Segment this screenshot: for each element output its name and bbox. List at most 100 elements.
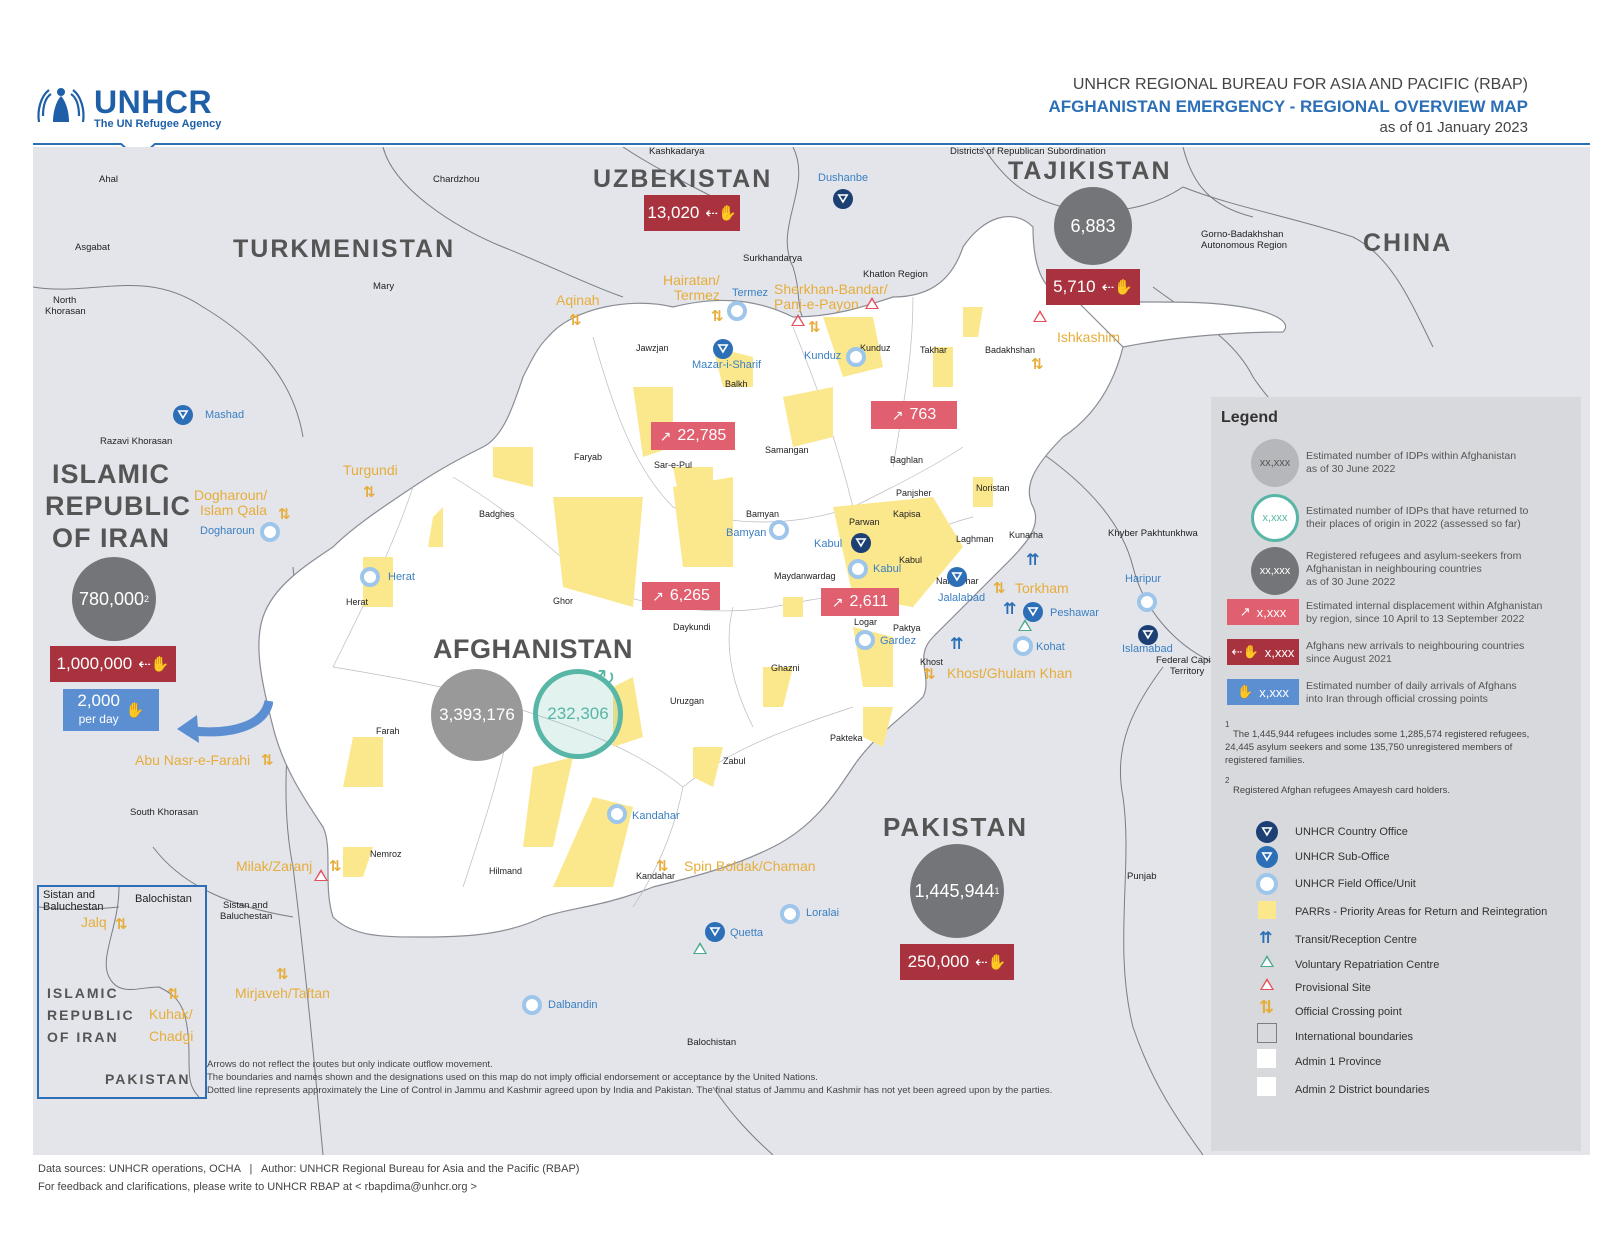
province-herat: Herat [346, 597, 369, 607]
transit-centre-icon[interactable]: ⇈ [1026, 552, 1040, 569]
office-label-kabul-fo: Kabul [873, 563, 902, 575]
crossing-point-icon[interactable]: ⇅ [569, 312, 582, 329]
legend-idps-sample: xx,xxx [1259, 457, 1291, 469]
legend-voluntary-text: Voluntary Repatriation Centre [1295, 959, 1440, 971]
office-label-loralai: Loralai [806, 907, 840, 919]
crossing-point-icon[interactable]: ⇅ [329, 858, 342, 875]
transit-centre-icon[interactable]: ⇈ [1003, 601, 1017, 618]
legend-returned-circle: x,xxx [1251, 494, 1299, 542]
province-kabul: Kabul [899, 555, 923, 565]
region-khyber: Khyber Pakhtunkhwa [1108, 528, 1198, 539]
legend-sub-office-icon: ⛛ [1256, 846, 1278, 868]
provisional-site-icon[interactable] [1033, 310, 1047, 322]
voluntary-repatriation-icon[interactable] [693, 942, 707, 954]
crossing-point-icon[interactable]: ⇅ [115, 916, 128, 933]
crossing-point-icon[interactable]: ⇅ [993, 580, 1006, 597]
legend-admin2-text: Admin 2 District boundaries [1295, 1084, 1430, 1096]
country-office-icon[interactable]: ⛛ [851, 533, 871, 553]
region-mary: Mary [373, 281, 395, 292]
provisional-site-icon[interactable] [865, 297, 879, 309]
region-surkhandarya: Surkhandarya [743, 253, 803, 264]
legend-field-office-icon [1256, 873, 1278, 895]
field-office-icon[interactable] [360, 567, 380, 587]
crossing-point-icon[interactable]: ⇅ [923, 666, 936, 683]
tajikistan-arrivals-badge: 5,710 ⇠✋ [1046, 269, 1140, 305]
map-note-3: Dotted line represents approximately the… [207, 1085, 1053, 1096]
crossing-label-dogharoun-1: Dogharoun/ [194, 487, 268, 503]
province-sarepul: Sar-e-Pul [654, 460, 693, 470]
legend-returned-text-1: Estimated number of IDPs that have retur… [1306, 505, 1529, 517]
country-office-icon[interactable]: ⛛ [833, 189, 853, 209]
logo-subtitle: The UN Refugee Agency [94, 118, 222, 130]
field-office-icon[interactable] [855, 630, 875, 650]
country-label-pakistan: PAKISTAN [883, 812, 1029, 842]
provisional-site-icon[interactable] [791, 314, 805, 326]
pakistan-refugees-footnote: 1 [994, 886, 1000, 896]
province-laghman: Laghman [956, 534, 994, 544]
inset-map[interactable]: Sistan and Baluchestan Balochistan Jalq … [37, 885, 207, 1099]
country-label-iran-3: OF IRAN [52, 523, 170, 553]
footer-sources: Data sources: UNHCR operations, OCHA | A… [38, 1163, 580, 1175]
field-office-icon[interactable] [848, 559, 868, 579]
crossing-point-icon[interactable]: ⇅ [656, 858, 669, 875]
country-office-icon[interactable]: ⛛ [1138, 625, 1158, 645]
field-office-icon[interactable] [1137, 592, 1157, 612]
legend-transit-text: Transit/Reception Centre [1295, 934, 1417, 946]
afghanistan-idps-value: 3,393,176 [439, 705, 515, 724]
crossing-point-icon[interactable]: ⇅ [363, 484, 376, 501]
transit-centre-icon[interactable]: ⇈ [950, 636, 964, 653]
crossing-label-ishkashim: Ishkashim [1057, 329, 1121, 345]
idp-north-value: 763 [909, 406, 937, 423]
country-label-afghanistan: AFGHANISTAN [433, 634, 633, 664]
field-office-icon[interactable] [260, 522, 280, 542]
crossing-point-icon[interactable]: ⇅ [808, 319, 821, 336]
legend-intl-swatch [1257, 1023, 1277, 1043]
legend-title: Legend [1221, 409, 1278, 426]
province-faryab: Faryab [574, 452, 603, 462]
iran-refugees-value: 780,000 [78, 588, 145, 609]
sub-office-icon[interactable]: ⛛ [1023, 602, 1043, 622]
field-office-icon[interactable] [727, 301, 747, 321]
crossing-point-icon[interactable]: ⇅ [1031, 356, 1044, 373]
crossing-point-icon[interactable]: ⇅ [276, 966, 289, 983]
region-asgabat: Asgabat [75, 242, 110, 253]
legend-sub-office-text: UNHCR Sub-Office [1295, 851, 1390, 863]
field-office-icon[interactable] [522, 995, 542, 1015]
region-gorno-1: Gorno-Badakhshan [1201, 229, 1284, 240]
crossing-point-icon[interactable]: ⇅ [278, 506, 291, 523]
crossing-point-icon[interactable]: ⇅ [261, 752, 274, 769]
province-hilmand: Hilmand [489, 866, 523, 876]
crossing-label-hairatan-1: Hairatan/ [663, 272, 720, 288]
region-ict-1: Federal Capital [1156, 655, 1221, 666]
provisional-site-icon[interactable] [314, 869, 328, 881]
legend-panel: Legend xx,xxx Estimated number of IDPs w… [1211, 397, 1581, 1151]
crossing-label-sherkhan-2: Panj-e-Payon [774, 296, 859, 312]
internal-displacement-icon: ↗ [1239, 604, 1251, 619]
field-office-icon[interactable] [846, 347, 866, 367]
sub-office-icon[interactable]: ⛛ [947, 567, 967, 587]
legend-displacement-text-2: by region, since 10 April to 13 Septembe… [1306, 613, 1525, 625]
country-label-turkmenistan: TURKMENISTAN [233, 235, 456, 263]
province-zabul: Zabul [723, 756, 746, 766]
header-org: UNHCR REGIONAL BUREAU FOR ASIA AND PACIF… [1072, 76, 1528, 93]
sub-office-icon[interactable]: ⛛ [705, 922, 725, 942]
field-office-icon[interactable] [780, 904, 800, 924]
pakistan-arrivals-badge: 250,000 ⇠✋ [900, 944, 1014, 980]
crossing-point-icon[interactable]: ⇅ [711, 308, 724, 325]
province-baghlan: Baghlan [890, 455, 924, 465]
field-office-icon[interactable] [769, 520, 789, 540]
sub-office-icon[interactable]: ⛛ [713, 339, 733, 359]
legend-provisional-icon [1260, 978, 1274, 990]
crossing-label-dogharoun-2: Islam Qala [200, 502, 267, 518]
daily-arrival-icon: ✋ [125, 702, 145, 719]
inset-iran-1: ISLAMIC [47, 985, 119, 1001]
sub-office-icon[interactable]: ⛛ [173, 405, 193, 425]
field-office-icon[interactable] [607, 804, 627, 824]
legend-footnote-1-mark: 1 [1225, 720, 1230, 729]
voluntary-repatriation-icon[interactable] [1018, 619, 1032, 631]
iran-arrivals-value: 1,000,000 [56, 654, 133, 673]
crossing-point-icon[interactable]: ⇅ [167, 986, 180, 1003]
idp-east-value: 2,611 [849, 593, 889, 610]
field-office-icon[interactable] [1013, 636, 1033, 656]
inset-crossing-kuhak-2: Chadgi [149, 1028, 194, 1044]
